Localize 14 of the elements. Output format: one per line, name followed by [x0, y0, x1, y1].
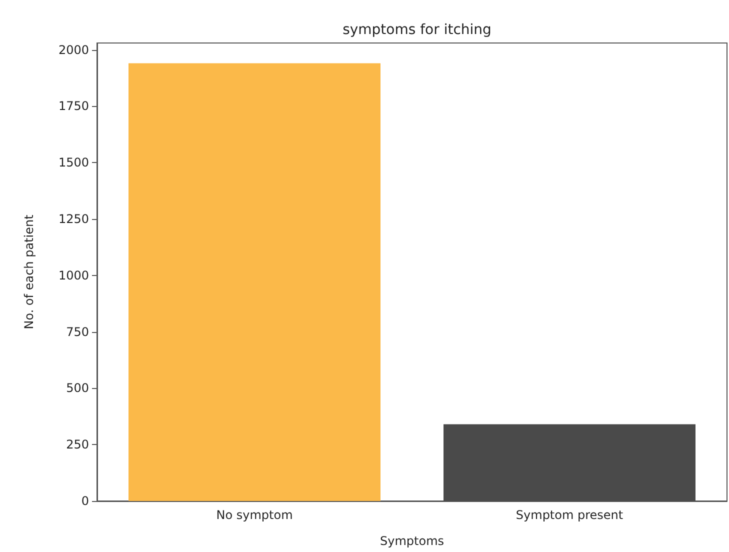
y-tick-label: 500	[66, 381, 89, 396]
y-axis-title: No. of each patient	[22, 214, 36, 330]
y-tick-label: 1250	[58, 212, 89, 226]
y-tick-label: 1750	[58, 99, 89, 114]
x-axis-title: Symptoms	[380, 534, 444, 548]
x-tick-label: Symptom present	[516, 508, 624, 522]
y-tick-label: 0	[81, 494, 89, 508]
x-tick-label: No symptom	[216, 508, 293, 522]
y-tick-label: 1500	[58, 156, 89, 170]
y-tick-label: 250	[66, 438, 89, 452]
y-tick-label: 750	[66, 324, 89, 339]
y-tick-label: 1000	[58, 268, 89, 282]
chart-title: symptoms for itching	[342, 22, 492, 38]
y-tick-label: 2000	[58, 42, 89, 57]
